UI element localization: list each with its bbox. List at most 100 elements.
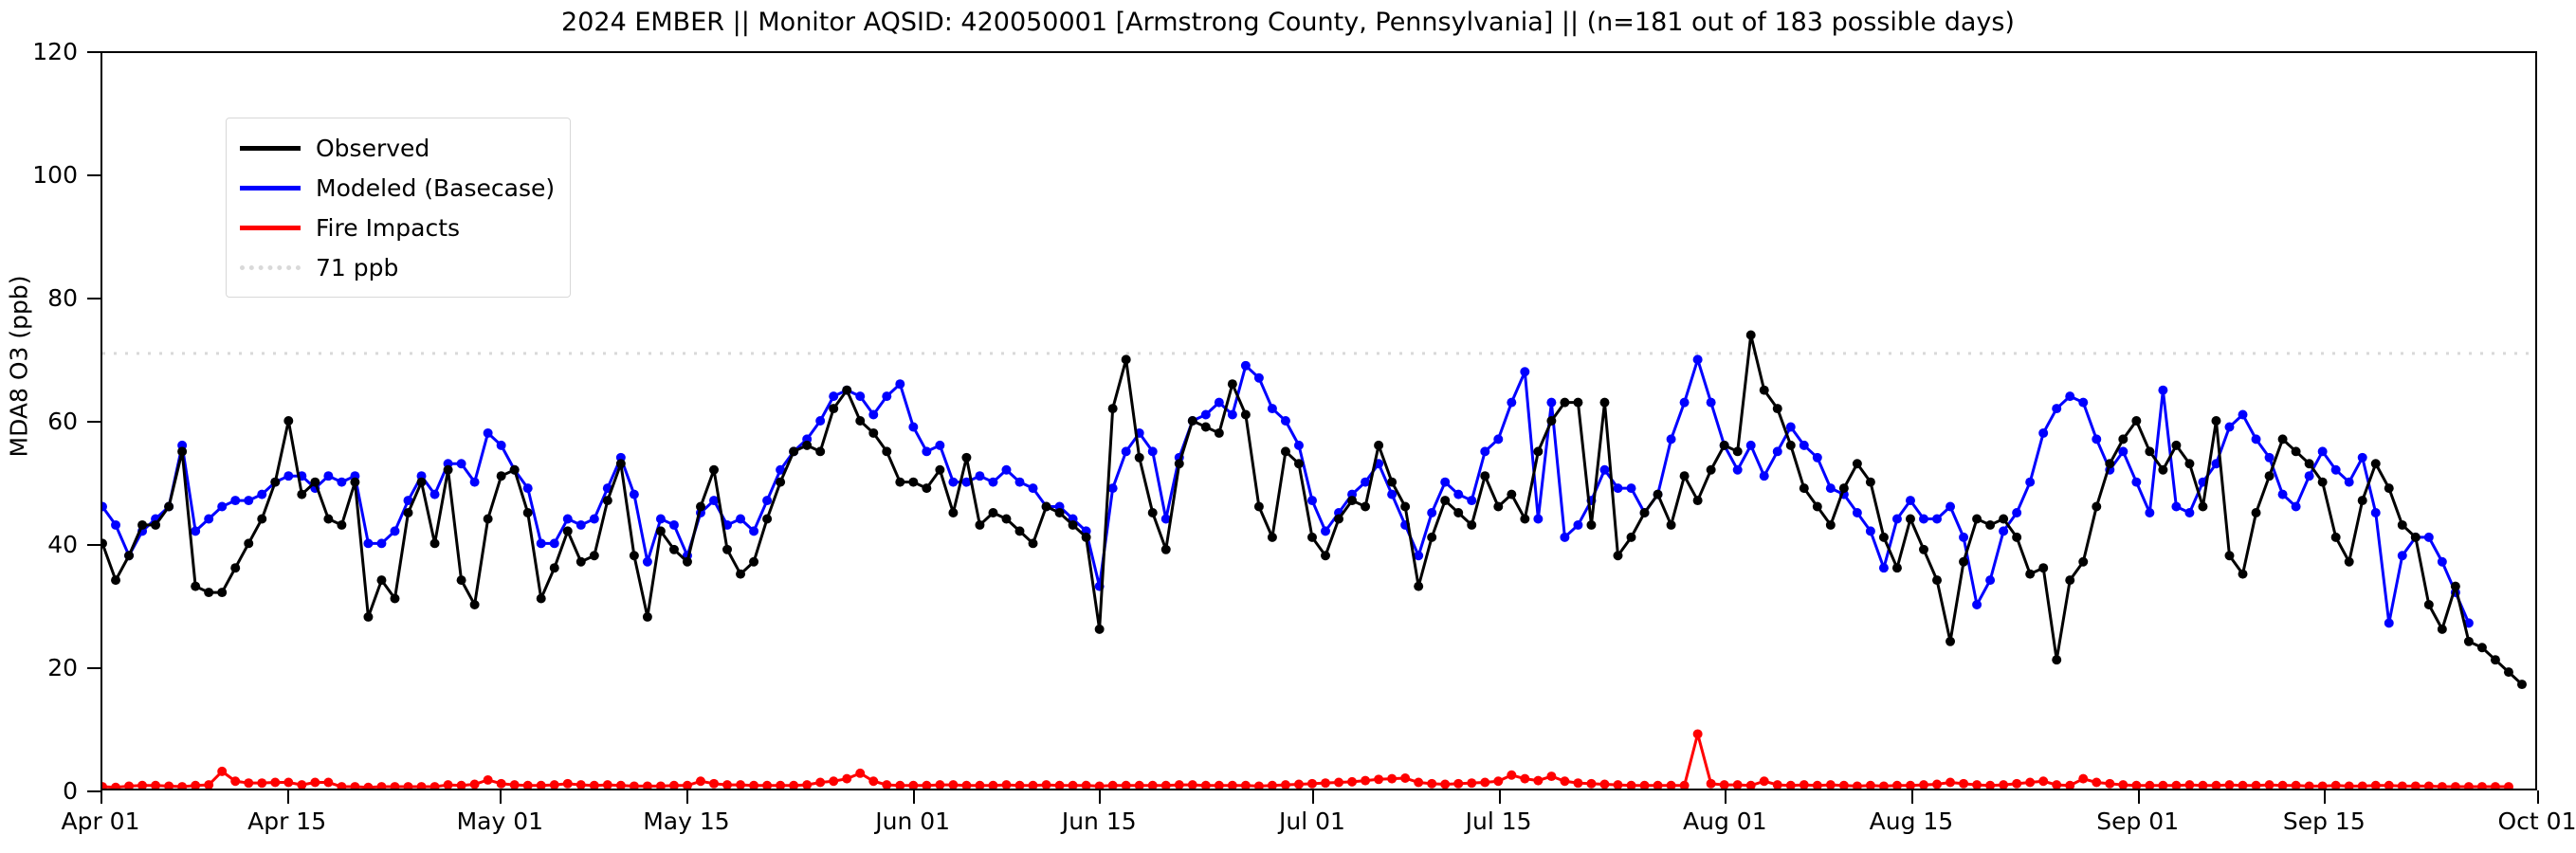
- series-point: [323, 777, 334, 788]
- series-point: [2490, 782, 2500, 789]
- series-point: [855, 768, 866, 778]
- series-point: [895, 780, 905, 789]
- series-point: [230, 776, 241, 787]
- series-point: [2330, 464, 2341, 475]
- series-point: [1014, 526, 1025, 536]
- series-point: [1347, 496, 1358, 506]
- series-point: [549, 563, 559, 573]
- x-axis-tick: [1910, 790, 1913, 804]
- series-point: [1852, 781, 1862, 789]
- series-point: [855, 391, 866, 402]
- y-axis-tick: [87, 298, 100, 299]
- series-point: [283, 416, 294, 426]
- series-point: [2423, 781, 2434, 789]
- series-point: [2264, 780, 2275, 789]
- series-point: [323, 471, 334, 481]
- x-axis-tick: [912, 790, 915, 804]
- series-point: [1520, 514, 1530, 524]
- series-point: [1586, 519, 1597, 530]
- series-point: [1932, 779, 1943, 789]
- series-point: [1573, 519, 1583, 530]
- series-point: [2052, 404, 2062, 414]
- series-point: [1280, 780, 1290, 789]
- series-point: [2198, 780, 2208, 789]
- series-point: [1147, 446, 1158, 457]
- series-point: [164, 501, 174, 512]
- series-point: [1838, 780, 1849, 789]
- legend-item-modeled: Modeled (Basecase): [240, 168, 555, 208]
- series-point: [403, 496, 413, 506]
- series-point: [1306, 532, 1317, 542]
- series-point: [1546, 397, 1557, 408]
- series-point: [390, 593, 400, 604]
- series-point: [1387, 773, 1398, 784]
- series-point: [975, 780, 985, 789]
- series-point: [2463, 618, 2474, 628]
- legend-item-observed: Observed: [240, 128, 555, 168]
- series-point: [443, 780, 453, 789]
- series-point: [1972, 780, 1982, 789]
- series-point: [1959, 556, 1969, 567]
- series-point: [2238, 569, 2248, 579]
- series-point: [2317, 781, 2328, 789]
- series-point: [1094, 624, 1105, 634]
- series-point: [2092, 501, 2102, 512]
- series-point: [655, 526, 666, 536]
- series-point: [2357, 496, 2367, 506]
- series-point: [350, 477, 360, 487]
- series-point: [1905, 514, 1915, 524]
- series-point: [815, 416, 826, 426]
- series-point: [1985, 575, 1996, 586]
- series-point: [2118, 780, 2128, 789]
- series-point: [575, 556, 586, 567]
- series-point: [390, 526, 400, 536]
- series-point: [1679, 397, 1690, 408]
- x-axis-tick: [1311, 790, 1314, 804]
- series-point: [2238, 780, 2248, 789]
- series-point: [244, 496, 254, 506]
- series-point: [2038, 427, 2049, 438]
- series-point: [1759, 471, 1769, 481]
- series-point: [1414, 551, 1424, 561]
- series-line: [102, 335, 2522, 684]
- x-axis-tick-label: May 15: [643, 808, 730, 835]
- series-point: [1785, 780, 1796, 789]
- series-point: [2291, 446, 2301, 457]
- series-point: [2012, 778, 2022, 789]
- series-point: [1267, 780, 1277, 789]
- series-point: [2118, 446, 2128, 457]
- series-point: [1745, 780, 1756, 789]
- y-axis-tick: [87, 51, 100, 53]
- series-point: [2065, 575, 2075, 586]
- series-point: [789, 446, 799, 457]
- series-point: [1825, 519, 1836, 530]
- series-point: [882, 780, 892, 789]
- series-point: [1321, 551, 1331, 561]
- series-point: [1639, 508, 1650, 517]
- series-point: [2463, 782, 2474, 789]
- series-point: [164, 781, 174, 789]
- series-point: [2145, 780, 2155, 789]
- series-point: [829, 404, 839, 414]
- series-point: [1507, 397, 1517, 408]
- series-point: [111, 575, 121, 586]
- series-point: [2052, 780, 2062, 789]
- series-point: [1374, 774, 1384, 785]
- series-point: [908, 477, 919, 487]
- series-point: [2397, 781, 2407, 789]
- series-point: [1919, 514, 1928, 524]
- series-point: [1946, 636, 1956, 646]
- series-point: [1959, 778, 1969, 789]
- series-point: [749, 780, 759, 789]
- series-point: [2291, 501, 2301, 512]
- series-point: [908, 780, 919, 789]
- series-point: [2184, 780, 2195, 789]
- series-point: [2304, 781, 2314, 789]
- series-point: [2370, 508, 2381, 517]
- series-point: [1321, 526, 1331, 536]
- x-axis-tick-label: Aug 01: [1683, 808, 1767, 835]
- series-point: [1041, 501, 1051, 512]
- series-point: [1453, 508, 1464, 517]
- series-point: [204, 780, 214, 789]
- series-point: [802, 780, 813, 789]
